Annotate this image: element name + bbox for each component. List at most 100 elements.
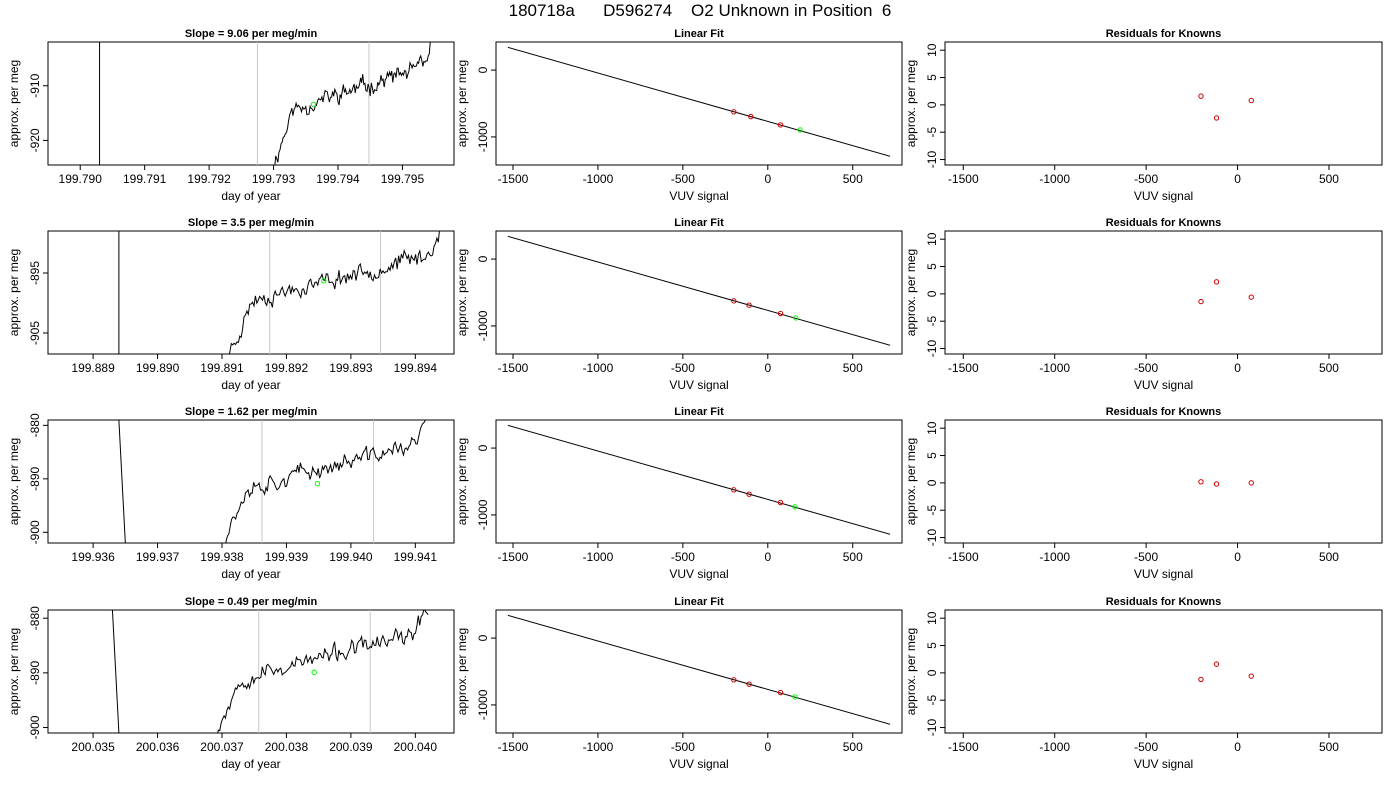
resid-row-4-ylabel: approx. per meg — [904, 628, 918, 715]
resid-row-2-ytick-label: -5 — [925, 316, 939, 327]
trace-row-3-ylabel: approx. per meg — [7, 438, 21, 525]
fit-row-2-known-point — [731, 298, 737, 304]
resid-row-2-xtick-label: -1000 — [1039, 361, 1070, 375]
fit-row-4-fit-line — [507, 614, 891, 725]
trace-row-4-xtick-label: 200.035 — [71, 740, 115, 754]
fit-row-1-xtick-label: -1000 — [583, 172, 614, 186]
fit-row-1-title: Linear Fit — [674, 28, 724, 40]
fit-row-3-panel: Linear Fit -1500 -1000 -500 0 500 -1000 0 VUV si… — [455, 406, 903, 581]
resid-row-4-title: Residuals for Knowns — [1106, 596, 1222, 608]
fit-row-3-known-point — [746, 491, 752, 497]
resid-row-2-known-point — [1248, 294, 1254, 300]
trace-row-4-xtick-label: 200.037 — [200, 740, 244, 754]
resid-row-1-ytick-label: -10 — [925, 151, 939, 169]
trace-row-4-xtick-label: 200.040 — [394, 740, 438, 754]
resid-row-3-xtick-label: 0 — [1234, 550, 1241, 564]
resid-row-1-ytick-label: 10 — [925, 43, 939, 57]
fit-row-3-xtick-label: 500 — [843, 550, 863, 564]
trace-row-1-xtick-label: 199.791 — [123, 172, 167, 186]
fit-row-1-panel: Linear Fit -1500 -1000 -500 0 500 -1000 0 VUV si… — [455, 28, 903, 203]
fit-row-1-known-point — [748, 113, 754, 120]
trace-row-2-title: Slope = 3.5 per meg/min — [188, 217, 315, 229]
resid-row-3-xtick-label: -1500 — [948, 550, 979, 564]
resid-row-1-known-point — [1213, 115, 1220, 121]
resid-row-2-known-point — [1198, 298, 1204, 305]
resid-row-4-xtick-label: -1500 — [948, 740, 979, 754]
fit-row-2-unknown-point — [793, 315, 799, 321]
trace-row-1-trace — [274, 42, 431, 165]
fit-row-3-ytick-label: -1000 — [476, 499, 490, 530]
trace-row-2-xtick-label: 199.894 — [394, 361, 438, 375]
fit-row-1-xtick-label: -1500 — [498, 172, 529, 186]
trace-row-1-xtick-label: 199.792 — [187, 172, 231, 186]
trace-row-2-xtick-label: 199.891 — [200, 361, 244, 375]
fit-row-1-known-point — [731, 109, 737, 115]
fit-row-4-unknown-point — [792, 694, 798, 700]
trace-row-1-title: Slope = 9.06 per meg/min — [185, 28, 318, 40]
trace-row-2-xtick-label: 199.890 — [136, 361, 180, 375]
trace-row-3-xtick-label: 199.941 — [394, 550, 438, 564]
fit-row-2-ylabel: approx. per meg — [455, 249, 469, 336]
trace-row-2-unknown-point — [321, 278, 327, 284]
resid-row-3-ytick-label: 10 — [925, 421, 939, 435]
trace-row-4-frame — [47, 609, 455, 734]
resid-row-3-xtick-label: 500 — [1319, 550, 1339, 564]
trace-row-3-frame — [47, 419, 455, 544]
trace-row-1-ylabel: approx. per meg — [7, 60, 21, 147]
resid-row-3-frame — [944, 419, 1383, 544]
resid-row-2-known-point — [1213, 279, 1220, 285]
resid-row-3-xlabel: VUV signal — [1134, 567, 1193, 581]
resid-row-2-title: Residuals for Knowns — [1106, 217, 1222, 229]
main-title: 180718a D596274 O2 Unknown in Position 6 — [508, 1, 892, 20]
fit-row-3-title: Linear Fit — [674, 406, 724, 418]
fit-row-1-xtick-label: 0 — [764, 172, 771, 186]
resid-row-1-ytick-label: 0 — [925, 101, 939, 108]
resid-row-4-xtick-label: -500 — [1134, 740, 1158, 754]
trace-row-2-xlabel: day of year — [221, 378, 280, 392]
resid-row-3-xtick-label: -500 — [1134, 550, 1158, 564]
resid-row-4-known-point — [1248, 673, 1254, 679]
trace-row-1-xtick-label: 199.795 — [381, 172, 425, 186]
fit-row-2-xtick-label: -1500 — [498, 361, 529, 375]
resid-row-2-ylabel: approx. per meg — [904, 249, 918, 336]
fit-row-3-xtick-label: -1500 — [498, 550, 529, 564]
trace-row-4-xtick-label: 200.038 — [265, 740, 309, 754]
resid-row-1-ytick-label: -5 — [925, 127, 939, 138]
fit-row-4-ytick-label: -1000 — [476, 689, 490, 720]
fit-row-2-xtick-label: 0 — [764, 361, 771, 375]
trace-row-4-ylabel: approx. per meg — [7, 628, 21, 715]
trace-row-2-panel: Slope = 3.5 per meg/min 199.889 199.890 199… — [7, 217, 455, 392]
fit-row-1-xlabel: VUV signal — [669, 189, 728, 203]
resid-row-1-xlabel: VUV signal — [1134, 189, 1193, 203]
resid-row-3-ytick-label: -5 — [925, 505, 939, 516]
resid-row-1-xtick-label: -500 — [1134, 172, 1158, 186]
fit-row-1-ytick-label: 0 — [476, 66, 490, 73]
trace-row-4-xlabel: day of year — [221, 757, 280, 771]
fit-row-2-title: Linear Fit — [674, 217, 724, 229]
resid-row-3-ylabel: approx. per meg — [904, 438, 918, 525]
fit-row-4-known-point — [731, 677, 737, 683]
fit-row-4-known-point — [777, 689, 784, 696]
trace-row-1-ytick-label: -910 — [28, 73, 42, 97]
trace-row-3-ytick-label: -900 — [28, 520, 42, 544]
trace-row-1-ytick-label: -920 — [28, 128, 42, 152]
trace-row-2-ytick-label: -905 — [28, 321, 42, 345]
trace-row-4-title: Slope = 0.49 per meg/min — [185, 596, 318, 608]
resid-row-4-xlabel: VUV signal — [1134, 757, 1193, 771]
trace-row-4-xtick-label: 200.039 — [329, 740, 373, 754]
fit-row-3-xtick-label: -500 — [671, 550, 695, 564]
resid-row-2-ytick-label: -10 — [925, 340, 939, 358]
fit-row-4-frame — [495, 609, 903, 734]
resid-row-3-xtick-label: -1000 — [1039, 550, 1070, 564]
trace-row-2-xtick-label: 199.892 — [265, 361, 309, 375]
resid-row-4-ytick-label: -10 — [925, 719, 939, 737]
fit-row-4-xtick-label: 500 — [843, 740, 863, 754]
resid-row-3-known-point — [1198, 479, 1204, 485]
resid-row-1-xtick-label: -1000 — [1039, 172, 1070, 186]
fit-row-2-panel: Linear Fit -1500 -1000 -500 0 500 -1000 0 VUV si… — [455, 217, 903, 392]
trace-row-4-ytick-label: -900 — [28, 715, 42, 739]
resid-row-3-known-point — [1213, 481, 1220, 487]
trace-row-1-unknown-point — [310, 101, 317, 108]
resid-row-2-ytick-label: 10 — [925, 232, 939, 246]
trace-row-2-xtick-label: 199.893 — [329, 361, 373, 375]
